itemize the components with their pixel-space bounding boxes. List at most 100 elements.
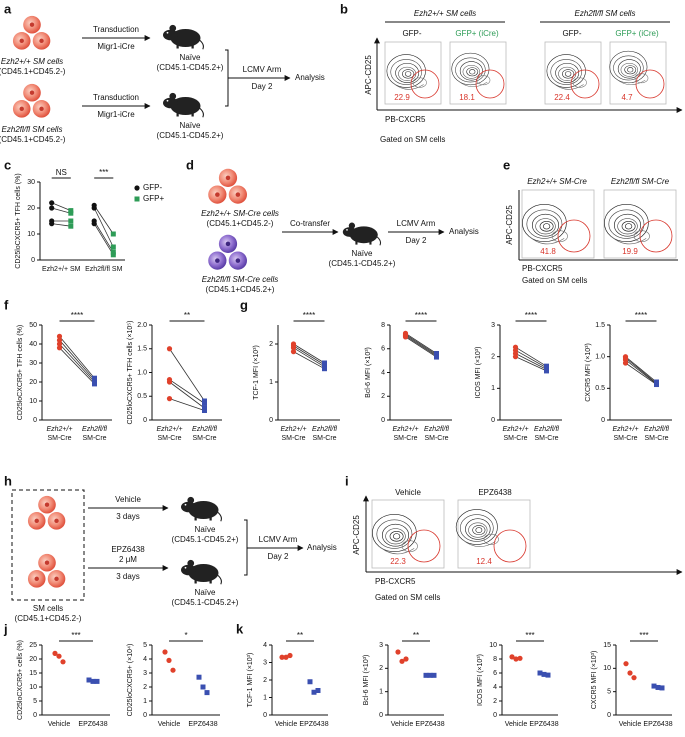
y-axis-label: Bcl-6 MFI (×10³) bbox=[365, 347, 372, 398]
y-tick-label: 4 bbox=[263, 642, 267, 649]
cell-sublabel: (CD45.1+CD45.2-) bbox=[0, 67, 66, 76]
y-tick-label: 30 bbox=[27, 179, 35, 186]
gate bbox=[410, 69, 440, 99]
y-tick-label: 1 bbox=[269, 379, 273, 386]
x-tick-label: Ezh2fl/fl bbox=[312, 426, 337, 433]
y-tick-label: 4 bbox=[381, 369, 385, 376]
legend-marker bbox=[134, 196, 140, 202]
mouse-label: Naïve bbox=[352, 249, 373, 258]
pair-line bbox=[625, 356, 657, 383]
bracket bbox=[225, 49, 234, 107]
cells-icon bbox=[27, 495, 66, 530]
gate-title: GFP+ (iCre) bbox=[455, 29, 499, 38]
data-point bbox=[52, 650, 58, 657]
step-label: Analysis bbox=[307, 543, 337, 552]
data-point bbox=[434, 354, 439, 360]
x-tick-label: EPZ6438 bbox=[643, 721, 672, 728]
x-tick-label: Ezh2fl/fl bbox=[644, 426, 669, 433]
data-point bbox=[315, 688, 321, 693]
y-axis-label: CXCR5 MFI (×10³) bbox=[585, 343, 592, 402]
step-label: Analysis bbox=[295, 73, 325, 82]
data-point bbox=[322, 366, 327, 372]
flow-plot bbox=[603, 189, 677, 259]
cells-icon bbox=[12, 83, 51, 118]
y-axis-label: TCF-1 MFI (×10³) bbox=[247, 653, 254, 708]
data-point bbox=[517, 655, 523, 661]
gate-title: GFP- bbox=[562, 29, 581, 38]
data-point bbox=[56, 333, 63, 339]
data-point bbox=[90, 678, 96, 684]
data-point bbox=[110, 231, 116, 237]
y-tick-label: 2 bbox=[381, 393, 385, 400]
data-point bbox=[402, 334, 409, 340]
y-tick-label: 1.0 bbox=[595, 354, 605, 361]
x-tick-label: SM-Cre bbox=[192, 435, 216, 442]
y-tick-label: 40 bbox=[29, 341, 37, 348]
pair-line bbox=[405, 332, 437, 354]
y-tick-label: 20 bbox=[29, 379, 37, 386]
legend-label: GFP- bbox=[143, 183, 162, 192]
pair-line bbox=[293, 343, 325, 364]
y-tick-label: 15 bbox=[29, 670, 37, 677]
data-point bbox=[423, 672, 429, 678]
axis-label: PB-CXCR5 bbox=[375, 577, 416, 586]
pair-line bbox=[93, 205, 114, 235]
pair-line bbox=[169, 379, 205, 404]
x-tick-label: EPZ6438 bbox=[529, 721, 558, 728]
x-tick-label: SM-Cre bbox=[613, 435, 637, 442]
pair-line bbox=[93, 220, 114, 253]
x-tick-label: Ezh2+/+ bbox=[392, 426, 418, 433]
plot-title: EPZ6438 bbox=[478, 488, 512, 497]
panel-label: g bbox=[240, 297, 248, 312]
significance-label: *** bbox=[99, 168, 108, 177]
data-point bbox=[162, 649, 168, 655]
x-tick-label: Ezh2fl/fl bbox=[82, 426, 107, 433]
data-point bbox=[509, 654, 515, 660]
mouse-sublabel: (CD45.1-CD45.2+) bbox=[172, 598, 239, 607]
mouse-label: Naïve bbox=[180, 121, 201, 130]
y-tick-label: 0 bbox=[491, 417, 495, 424]
gate-value: 19.9 bbox=[622, 247, 638, 256]
y-tick-label: 2 bbox=[269, 341, 273, 348]
y-axis-label: Bcl-6 MFI (×10³) bbox=[363, 655, 370, 706]
data-point bbox=[92, 381, 97, 387]
legend-marker bbox=[134, 185, 140, 191]
y-axis-label: TCF-1 MFI (×10³) bbox=[253, 345, 260, 400]
data-point bbox=[56, 345, 63, 351]
data-point bbox=[655, 684, 661, 690]
gating-note: Gated on SM cells bbox=[380, 135, 445, 144]
data-point bbox=[541, 671, 547, 677]
data-point bbox=[91, 221, 97, 227]
data-point bbox=[196, 674, 202, 680]
gate-title: GFP+ (iCre) bbox=[615, 29, 659, 38]
significance-label: *** bbox=[639, 631, 648, 640]
pair-line bbox=[169, 381, 205, 409]
pair-line bbox=[293, 347, 325, 368]
y-tick-label: 1 bbox=[491, 385, 495, 392]
mouse-icon bbox=[162, 92, 204, 118]
y-tick-label: 3 bbox=[263, 659, 267, 666]
dashed-box bbox=[11, 489, 85, 601]
y-tick-label: 0.5 bbox=[137, 393, 147, 400]
pair-line bbox=[515, 346, 547, 367]
data-point bbox=[110, 249, 116, 255]
data-point bbox=[49, 221, 55, 227]
gate bbox=[407, 529, 441, 563]
y-tick-label: 2.0 bbox=[137, 322, 147, 329]
cell-label: SM cells bbox=[33, 604, 63, 613]
gating-note: Gated on SM cells bbox=[522, 276, 587, 285]
panel-label: b bbox=[340, 1, 348, 16]
data-point bbox=[631, 675, 637, 681]
x-tick-label: SM-Cre bbox=[82, 435, 106, 442]
mouse-label: Naïve bbox=[195, 588, 216, 597]
data-point bbox=[622, 360, 629, 366]
panel-label: h bbox=[4, 473, 12, 488]
arrow-label: 2 μM bbox=[119, 555, 137, 564]
data-point bbox=[94, 678, 100, 684]
y-tick-label: 10 bbox=[27, 231, 35, 238]
data-point bbox=[166, 379, 173, 385]
y-tick-label: 0 bbox=[601, 417, 605, 424]
y-tick-label: 4 bbox=[493, 684, 497, 691]
panel-i: Vehicle EPZ6438 22.3 12.4 APC-CD25 PB-CX… bbox=[352, 488, 683, 602]
